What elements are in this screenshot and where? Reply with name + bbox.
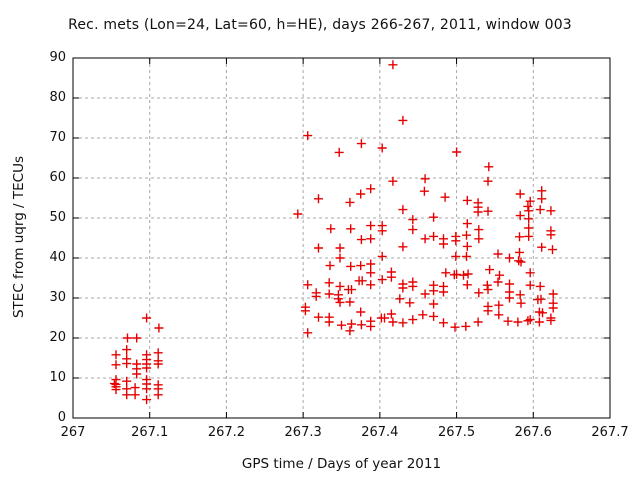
y-tick-label: 40 <box>49 250 66 265</box>
x-tick-label: 267 <box>60 425 86 440</box>
y-tick-label: 10 <box>49 370 66 385</box>
x-tick-label: 267.1 <box>131 425 169 440</box>
y-tick-label: 90 <box>49 50 66 65</box>
x-tick-label: 267.7 <box>591 425 629 440</box>
chart-title: Rec. mets (Lon=24, Lat=60, h=HE), days 2… <box>68 17 572 33</box>
y-tick-label: 30 <box>49 290 66 305</box>
x-tick-label: 267.3 <box>284 425 322 440</box>
data-point-markers <box>109 60 558 405</box>
x-axis-title: GPS time / Days of year 2011 <box>241 456 442 472</box>
tick-marks <box>72 57 611 419</box>
plot-border <box>72 57 611 419</box>
x-tick-label: 267.6 <box>514 425 552 440</box>
x-tick-label: 267.2 <box>207 425 246 440</box>
x-tick-label: 267.5 <box>437 425 476 440</box>
y-tick-label: 60 <box>49 170 66 185</box>
x-tick-label: 267.4 <box>361 425 399 440</box>
y-tick-label: 0 <box>57 410 66 425</box>
y-tick-label: 70 <box>49 130 66 145</box>
grid-lines <box>73 58 610 418</box>
y-tick-label: 80 <box>49 90 66 105</box>
y-tick-label: 50 <box>49 210 66 225</box>
y-tick-label: 20 <box>49 330 66 345</box>
